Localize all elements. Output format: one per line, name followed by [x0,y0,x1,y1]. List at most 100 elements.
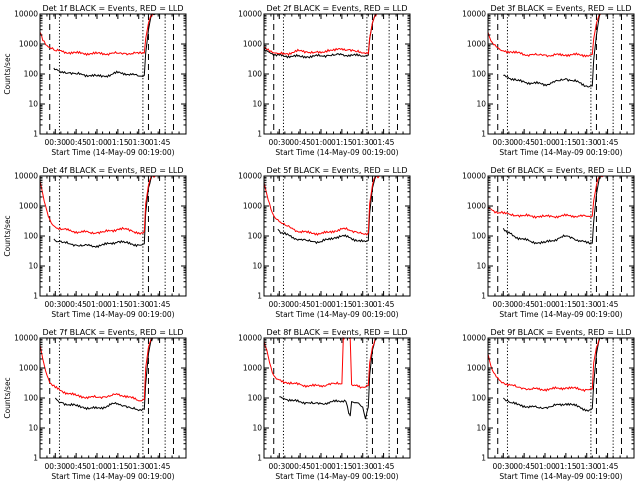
series-events-line [54,337,156,412]
y-tick-label: 1000 [467,202,486,211]
chart-title: Det 8f BLACK = Events, RED = LLD [266,328,407,337]
x-tick-label: 01:30 [352,462,374,471]
x-tick-label: 01:15 [555,462,577,471]
x-tick-label: 01:30 [352,138,374,147]
panel-det-4: Det 4f BLACK = Events, RED = LLD 1 10 100 10… [3,166,187,319]
y-tick-label: 100 [248,70,263,79]
x-tick-label: 01:15 [555,300,577,309]
y-tick-label: 1000 [19,202,38,211]
series-lld-line [263,336,380,389]
series-events-line [503,13,604,88]
panel-det-2: Det 2f BLACK = Events, RED = LLD 1 10 100 10… [238,4,411,157]
panel-det-3: Det 3f BLACK = Events, RED = LLD 1 10 100 10… [462,4,635,157]
x-tick-label: 00:30 [44,300,66,309]
x-tick-label: 00:45 [513,462,535,471]
x-tick-label: 01:15 [107,300,129,309]
x-tick-label: 00:45 [289,300,311,309]
x-tick-label: 01:45 [149,462,171,471]
y-tick-label: 1 [481,292,486,301]
x-tick-label: 01:00 [534,462,556,471]
x-tick-label: 00:45 [513,138,535,147]
series-events-line [502,175,604,245]
series-events-line [279,337,380,420]
y-tick-label: 1000 [467,364,486,373]
x-tick-label: 00:30 [492,300,514,309]
series-events-line [263,13,380,59]
y-tick-label: 10000 [238,172,262,181]
plot-frame [263,337,411,459]
y-tick-label: 10 [252,262,262,271]
x-axis-label: Start Time (14-May-09 00:19:00) [51,148,174,157]
x-tick-label: 00:45 [65,138,87,147]
series-lld-line [487,337,604,393]
x-tick-label: 01:15 [331,300,353,309]
chart-title: Det 4f BLACK = Events, RED = LLD [42,166,183,175]
x-tick-label: 01:15 [331,138,353,147]
x-tick-label: 00:30 [492,138,514,147]
y-tick-label: 1000 [243,364,262,373]
x-tick-label: 01:45 [597,462,619,471]
y-axis-label: Counts/sec [3,215,12,256]
y-tick-label: 100 [248,232,263,241]
plot-frame [39,175,187,297]
x-tick-label: 01:45 [373,300,395,309]
x-tick-label: 00:45 [65,300,87,309]
y-tick-label: 1 [33,454,38,463]
plot-frame [39,337,187,459]
plot-frame [263,13,411,135]
x-axis-label: Start Time (14-May-09 00:19:00) [499,472,622,481]
x-tick-label: 01:30 [128,138,150,147]
panel-det-5: Det 5f BLACK = Events, RED = LLD 1 10 100 10… [238,166,411,319]
x-tick-label: 01:00 [310,300,332,309]
chart-title: Det 3f BLACK = Events, RED = LLD [490,4,631,13]
x-tick-label: 01:30 [576,462,598,471]
y-tick-label: 1 [257,454,262,463]
chart-title: Det 1f BLACK = Events, RED = LLD [42,4,183,13]
x-tick-label: 01:45 [597,300,619,309]
y-tick-label: 1 [481,454,486,463]
chart-title: Det 2f BLACK = Events, RED = LLD [266,4,407,13]
series-lld-line [39,175,156,235]
x-tick-label: 00:45 [65,462,87,471]
x-tick-label: 01:00 [86,300,108,309]
y-tick-label: 1 [257,130,262,139]
x-tick-label: 01:45 [149,138,171,147]
y-tick-label: 100 [472,70,487,79]
x-tick-label: 00:30 [268,300,290,309]
y-axis-label: Counts/sec [3,53,12,94]
y-tick-label: 10000 [462,10,486,19]
series-events-line [53,175,156,249]
panel-det-8: Det 8f BLACK = Events, RED = LLD 1 10 100 10… [238,328,411,481]
x-tick-label: 00:45 [289,138,311,147]
y-tick-label: 1000 [243,40,262,49]
y-tick-label: 1000 [467,40,486,49]
panel-det-9: Det 9f BLACK = Events, RED = LLD 1 10 100 10… [462,328,635,481]
y-tick-label: 1000 [19,40,38,49]
y-tick-label: 10 [476,424,486,433]
y-tick-label: 10000 [238,334,262,343]
x-axis-label: Start Time (14-May-09 00:19:00) [275,310,398,319]
plot-frame [487,175,635,297]
y-tick-label: 10 [476,262,486,271]
x-axis-label: Start Time (14-May-09 00:19:00) [499,310,622,319]
y-tick-label: 10 [252,424,262,433]
x-tick-label: 01:00 [86,462,108,471]
x-axis-label: Start Time (14-May-09 00:19:00) [275,472,398,481]
x-tick-label: 01:45 [373,462,395,471]
series-events-line [277,175,380,245]
series-lld-line [39,13,156,57]
y-tick-label: 10000 [238,10,262,19]
x-tick-label: 01:00 [534,300,556,309]
x-tick-label: 01:30 [576,300,598,309]
x-tick-label: 00:30 [268,138,290,147]
x-axis-label: Start Time (14-May-09 00:19:00) [51,310,174,319]
chart-title: Det 5f BLACK = Events, RED = LLD [266,166,407,175]
x-tick-label: 00:30 [44,462,66,471]
x-tick-label: 01:15 [107,138,129,147]
plot-frame [487,13,635,135]
x-tick-label: 01:30 [576,138,598,147]
series-events-line [53,13,156,78]
x-tick-label: 00:30 [268,462,290,471]
x-tick-label: 01:45 [373,138,395,147]
panel-det-7: Det 7f BLACK = Events, RED = LLD 1 10 100 10… [3,328,187,481]
